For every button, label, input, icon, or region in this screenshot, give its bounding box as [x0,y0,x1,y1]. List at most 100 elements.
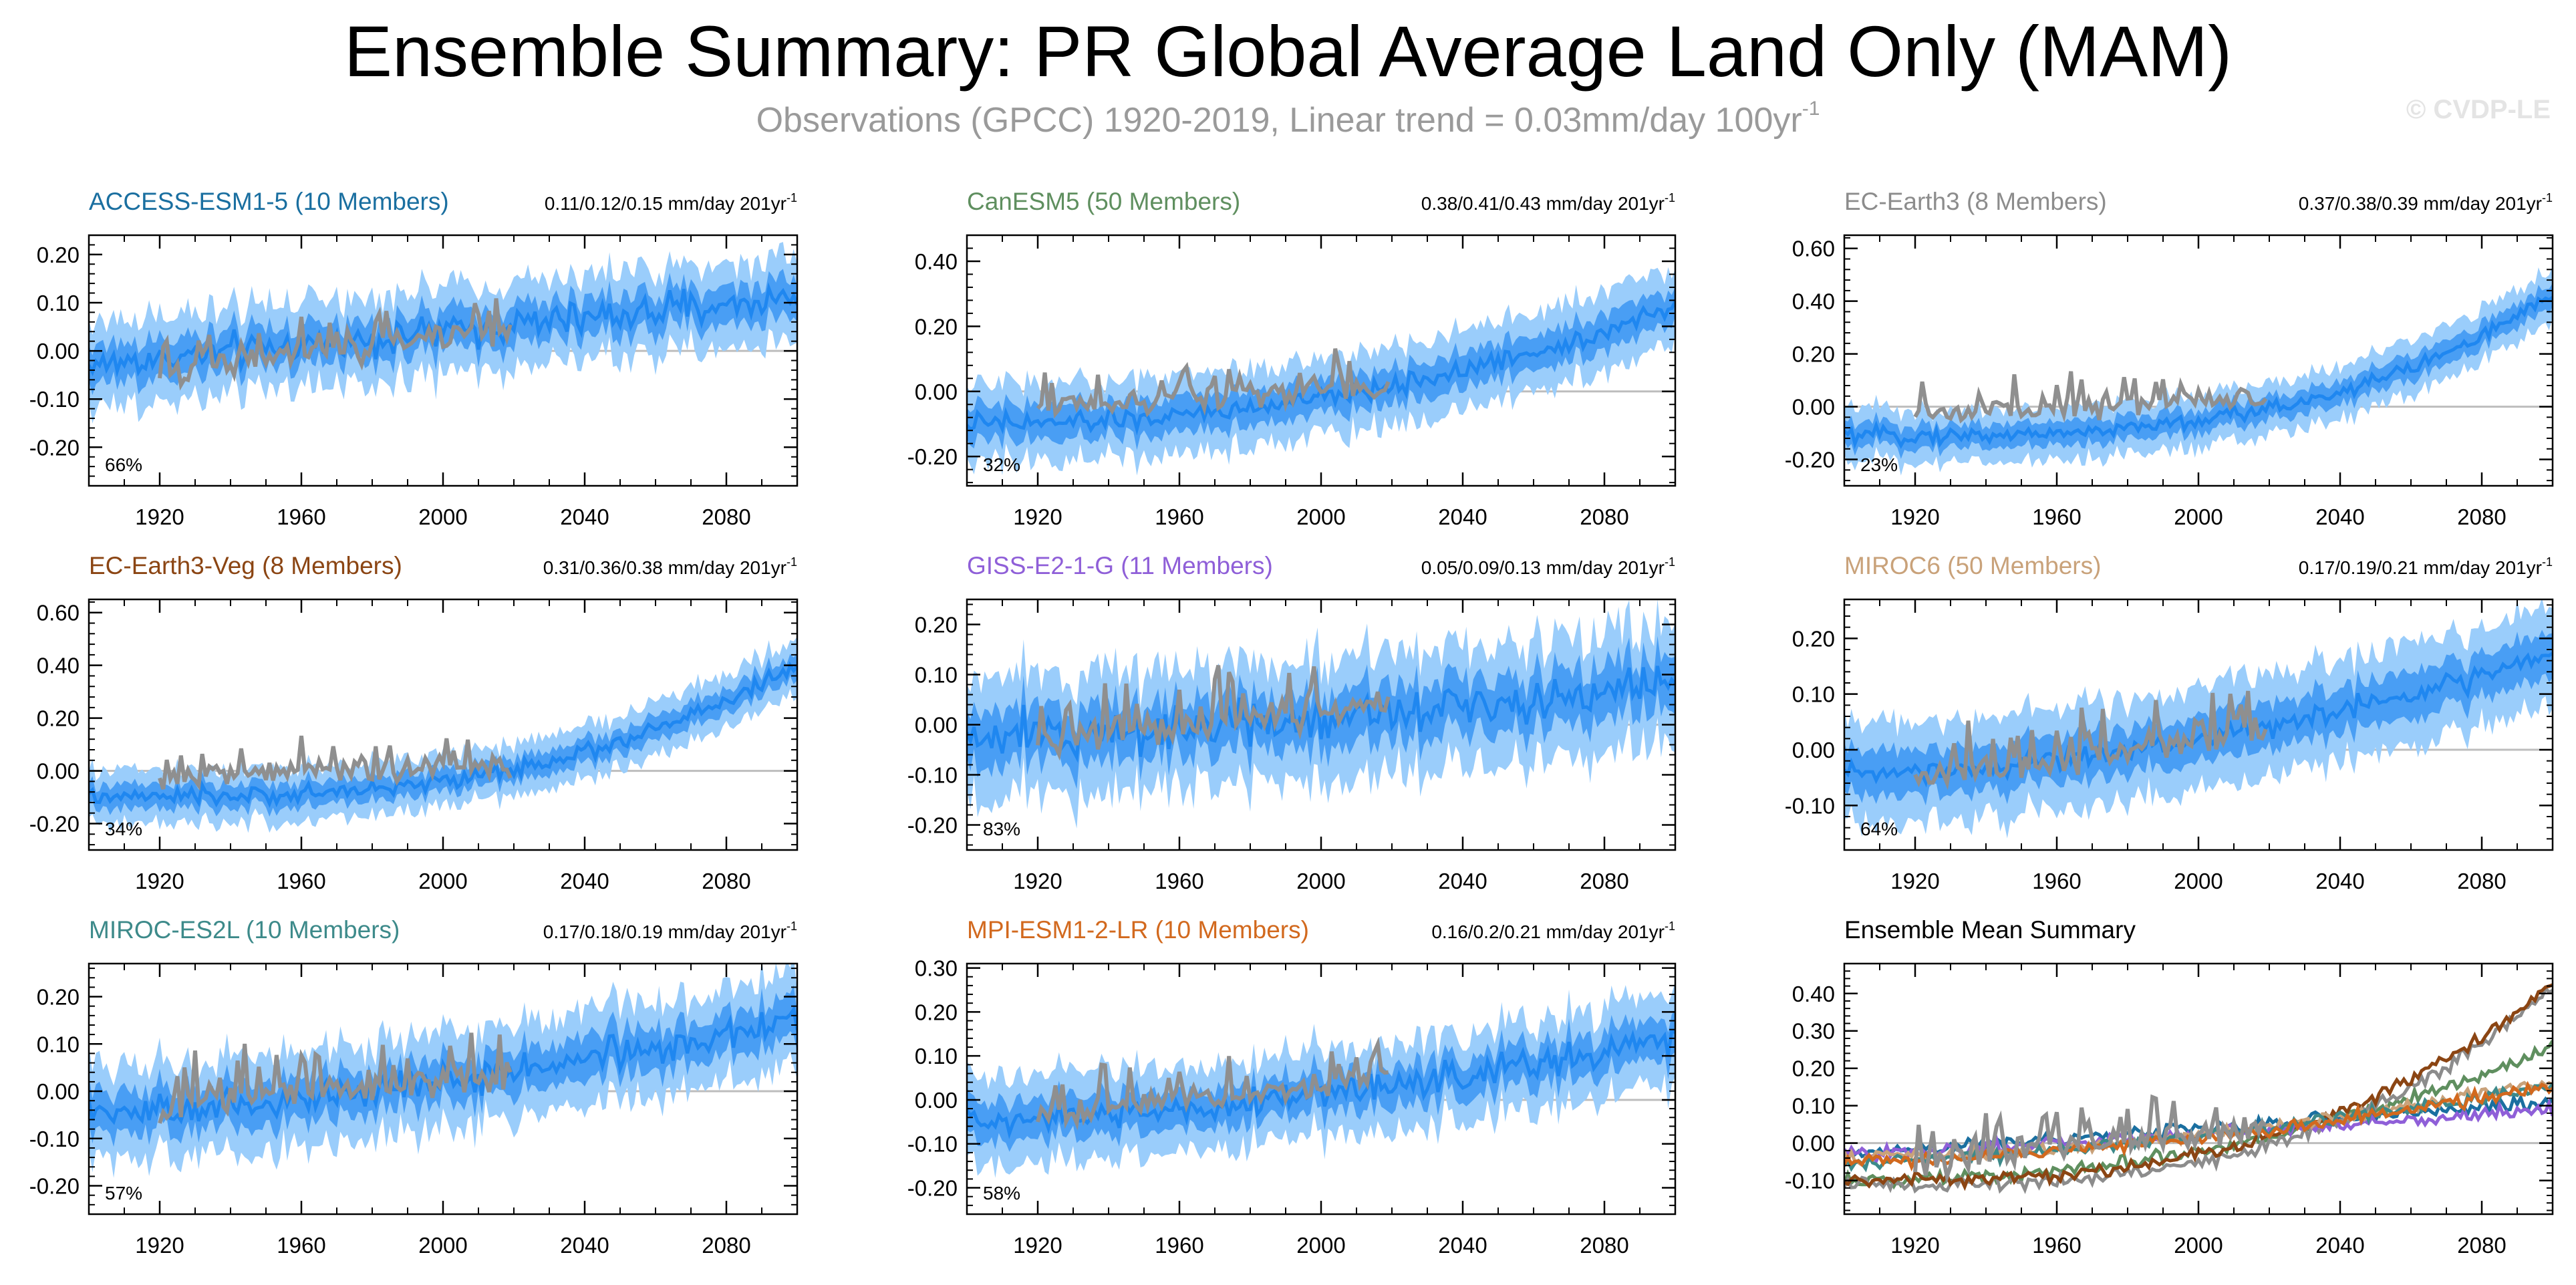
y-tick-label: 0.00 [37,759,80,784]
observations-line [1913,371,2268,424]
ensemble-range-band [89,636,797,833]
x-tick-label: 1960 [2032,869,2081,893]
trend-value: 0.38/0.41/0.43 mm/day 201yr [1421,193,1665,214]
trend-label: 0.05/0.09/0.13 mm/day 201yr-1 [1421,555,1675,578]
y-tick-label: -0.20 [907,444,958,469]
observations-line [158,1032,513,1124]
trend-value: 0.17/0.18/0.19 mm/day 201yr [543,921,786,942]
ensemble-mean-line [89,1004,797,1125]
percent-rank-label: 58% [983,1183,1020,1203]
x-tick-label: 2040 [1438,505,1487,529]
panel-title: MIROC-ES2L (10 Members) [89,916,400,944]
x-tick-label: 1960 [2032,505,2081,529]
observations-line [158,735,513,791]
panel-3: -0.20 0.00 0.20 0.40 0.60 1920 1960 2000 2040 208… [29,552,799,893]
plot-area [967,981,1675,1178]
y-tick-label: 0.30 [1792,1019,1835,1044]
y-tick-label: 0.20 [1792,342,1835,367]
y-tick-label: -0.10 [29,387,80,412]
y-tick-label: 0.00 [1792,738,1835,762]
plot-area [1844,599,2553,839]
y-tick-label: 0.00 [37,1079,80,1104]
trend-label: 0.31/0.36/0.38 mm/day 201yr-1 [543,555,797,578]
panel-8: -0.10 0.00 0.10 0.20 0.30 0.40 1920 1960 2000 204… [1785,916,2554,1258]
y-tick-label: -0.20 [29,1174,80,1199]
ensemble-range-band [1844,265,2553,476]
trend-label: 0.38/0.41/0.43 mm/day 201yr-1 [1421,191,1675,214]
panel-title: MPI-ESM1-2-LR (10 Members) [967,916,1309,944]
x-tick-label: 2000 [2174,869,2223,893]
ensemble-spread-band [967,635,1675,789]
panel-title: ACCESS-ESM1-5 (10 Members) [89,188,449,215]
plot-area [967,267,1675,476]
x-tick-label: 2080 [2457,505,2506,529]
trend-value: 0.11/0.12/0.15 mm/day 201yr [545,193,786,214]
x-tick-label: 2040 [1438,1233,1487,1258]
trend-label: 0.17/0.18/0.19 mm/day 201yr-1 [543,919,797,942]
x-tick-label: 1960 [277,1233,325,1258]
series-line-ec-earth3-veg [1844,983,2553,1191]
percent-rank-label: 34% [105,819,142,839]
x-tick-label: 1920 [1013,1233,1062,1258]
y-tick-label: -0.10 [1785,793,1835,818]
y-tick-label: 0.00 [37,339,80,364]
x-tick-label: 2080 [702,1233,750,1258]
ensemble-mean-line [1844,652,2553,788]
x-tick-label: 2000 [2174,505,2223,529]
y-tick-label: 0.20 [37,706,80,731]
plot-area [89,242,797,424]
percent-rank-label: 32% [983,454,1020,475]
x-tick-label: 1920 [1890,505,1939,529]
trend-superscript: -1 [2542,191,2553,204]
plot-area [1844,983,2553,1195]
panel-title: MIROC6 (50 Members) [1844,552,2101,579]
ensemble-mean-line [89,661,797,809]
x-tick-label: 2000 [1296,869,1345,893]
y-tick-label: 0.10 [37,291,80,315]
y-tick-label: 0.40 [37,654,80,678]
trend-superscript: -1 [2542,555,2553,569]
trend-superscript: -1 [1665,191,1675,204]
panel-0: -0.20 -0.10 0.00 0.10 0.20 1920 1960 2000 2040 20… [29,188,799,529]
x-tick-label: 2000 [418,1233,467,1258]
percent-rank-label: 57% [105,1183,142,1203]
x-tick-label: 1960 [1155,869,1203,893]
percent-rank-label: 23% [1860,454,1898,475]
y-tick-label: 0.10 [1792,682,1835,707]
x-tick-label: 1920 [135,869,184,893]
percent-rank-label: 64% [1860,819,1898,839]
plot-area [89,636,797,833]
y-tick-label: 0.60 [1792,237,1835,261]
x-tick-label: 2080 [1580,1233,1628,1258]
observations-line [1913,1094,2267,1185]
x-tick-label: 2080 [1580,505,1628,529]
subtitle-superscript: -1 [1802,98,1820,120]
trend-value: 0.37/0.38/0.39 mm/day 201yr [2299,193,2542,214]
subtitle-text: Observations (GPCC) 1920-2019, Linear tr… [756,101,1802,140]
y-tick-label: -0.20 [907,1176,958,1201]
x-tick-label: 2040 [2315,505,2364,529]
y-tick-label: 0.60 [37,601,80,625]
x-tick-label: 1920 [1013,505,1062,529]
observations-line [1036,664,1391,761]
y-tick-label: -0.10 [1785,1169,1835,1193]
observations-line [158,298,513,391]
x-tick-label: 1920 [1890,1233,1939,1258]
y-tick-label: 0.20 [915,1000,958,1024]
x-tick-label: 1920 [135,505,184,529]
ensemble-mean-line [1844,295,2553,450]
plot-area [1844,265,2553,476]
y-tick-label: 0.10 [915,1044,958,1068]
ensemble-spread-band [967,287,1675,450]
percent-rank-label: 83% [983,819,1020,839]
trend-superscript: -1 [786,919,797,933]
panel-2: -0.20 0.00 0.20 0.40 0.60 1920 1960 2000 2040 208… [1785,188,2554,529]
x-tick-label: 2040 [560,505,609,529]
page-subtitle: Observations (GPCC) 1920-2019, Linear tr… [0,98,2576,140]
trend-value: 0.31/0.36/0.38 mm/day 201yr [543,557,786,578]
y-tick-label: 0.20 [915,613,958,637]
cvdp-watermark: © CVDP-LE [2406,95,2551,124]
trend-label: 0.37/0.38/0.39 mm/day 201yr-1 [2299,191,2553,214]
panel-7: -0.20 -0.10 0.00 0.10 0.20 0.30 1920 1960 2000 20… [907,916,1677,1258]
x-tick-label: 2080 [702,505,750,529]
